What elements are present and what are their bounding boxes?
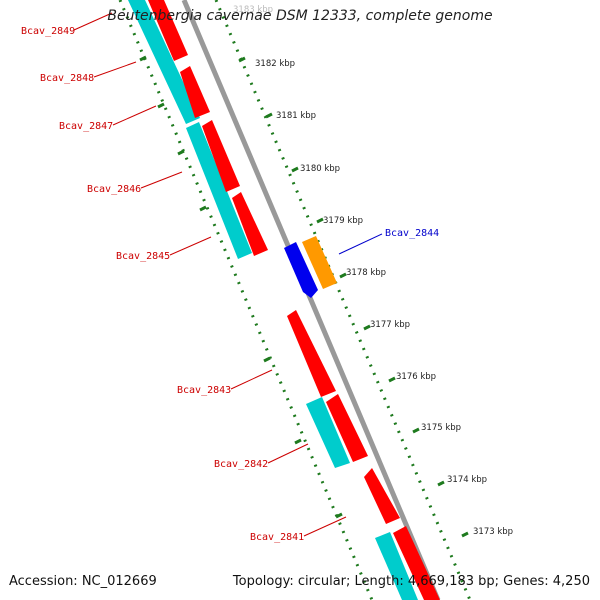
gene-label-bcav-2844[interactable]: Bcav_2844	[385, 228, 439, 239]
kbp-label-3174: 3174 kbp	[447, 475, 487, 485]
gene-label-bcav-2849[interactable]: Bcav_2849	[21, 26, 75, 37]
outer-scale-dots	[214, 0, 472, 600]
gene-block-bcav-2843b[interactable]	[326, 394, 368, 462]
kbp-label-3181: 3181 kbp	[276, 111, 316, 121]
gene-block-bcav-2846[interactable]	[186, 122, 252, 259]
gene-label-bcav-2845[interactable]: Bcav_2845	[116, 251, 170, 262]
gene-block-bcav-2845[interactable]	[232, 192, 268, 256]
kbp-label-3173: 3173 kbp	[473, 527, 513, 537]
gene-block-bcav-2849[interactable]	[128, 0, 200, 124]
kbp-label-3180: 3180 kbp	[300, 164, 340, 174]
kbp-label-3176: 3176 kbp	[396, 372, 436, 382]
kbp-label-3179: 3179 kbp	[323, 216, 363, 226]
outer-scale-ticks	[238, 56, 469, 538]
gene-block-bcav-2840[interactable]	[375, 532, 418, 600]
gene-label-bcav-2842[interactable]: Bcav_2842	[214, 459, 268, 470]
kbp-label-3175: 3175 kbp	[421, 423, 461, 433]
gene-block-bcav-2847[interactable]	[202, 120, 240, 192]
kbp-label-3178: 3178 kbp	[346, 268, 386, 278]
gene-block-bcav-2843[interactable]	[287, 310, 336, 397]
gene-label-bcav-2846[interactable]: Bcav_2846	[87, 184, 141, 195]
inner-scale-dots	[118, 0, 374, 600]
gene-label-bcav-2848[interactable]: Bcav_2848	[40, 73, 94, 84]
gene-label-leaders	[73, 12, 383, 537]
gene-block-bcav-2841[interactable]	[364, 468, 400, 524]
kbp-label-3177: 3177 kbp	[370, 320, 410, 330]
gene-block-bcav-2844-forward[interactable]	[302, 236, 337, 289]
gene-block-bcav-2850[interactable]	[148, 0, 188, 61]
kbp-label-3182: 3182 kbp	[255, 59, 295, 69]
genome-backbone	[181, 0, 441, 600]
gene-block-bcav-2841b[interactable]	[393, 526, 440, 600]
map-title: Beutenbergia cavernae DSM 12333, complet…	[107, 8, 493, 24]
accession-label: Accession: NC_012669	[9, 574, 157, 589]
gene-block-bcav-2842[interactable]	[306, 397, 350, 468]
genome-summary: Topology: circular; Length: 4,669,183 bp…	[232, 574, 590, 589]
reverse-strand-genes	[128, 0, 418, 600]
inner-scale-ticks	[139, 55, 343, 519]
gene-label-bcav-2843[interactable]: Bcav_2843	[177, 385, 231, 396]
gene-block-bcav-2844-reverse[interactable]	[284, 242, 318, 298]
kbp-label-3183: 3183 kbp	[233, 5, 273, 15]
forward-strand-genes	[148, 0, 440, 600]
gene-block-bcav-2848[interactable]	[180, 66, 210, 118]
gene-label-bcav-2847[interactable]: Bcav_2847	[59, 121, 113, 132]
gene-label-bcav-2841[interactable]: Bcav_2841	[250, 532, 304, 543]
